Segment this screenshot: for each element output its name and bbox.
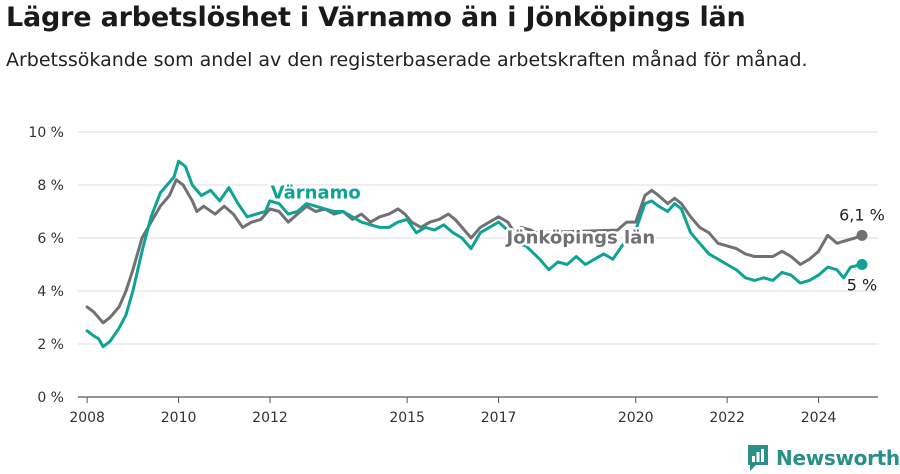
x-tick-label: 2022 [709,410,745,426]
newsworthy-icon [748,445,768,471]
series-line-varnamo [85,159,864,349]
y-tick-label: 4 % [37,284,64,300]
y-tick-label: 10 % [28,125,64,141]
x-tick-label: 2008 [69,410,105,426]
x-tick-label: 2010 [161,410,197,426]
x-axis: 2008 2010 2012 2015 2017 2020 2022 2024 [69,397,836,426]
end-value-label: 6,1 % [839,205,885,224]
chart-title: Lägre arbetslöshet i Värnamo än i Jönköp… [6,2,746,33]
chart-subtitle: Arbetssökande som andel av den registerb… [6,49,808,71]
x-tick-label: 2024 [801,410,837,426]
end-point-marker [856,229,868,241]
x-tick-label: 2020 [618,410,654,426]
brand-name: Newsworthy [776,446,900,470]
end-point-marker [856,259,868,270]
x-tick-label: 2012 [252,410,288,426]
y-tick-label: 2 % [37,337,64,353]
series-label-halo: Värnamo [271,182,361,203]
y-tick-label: 6 % [37,231,64,247]
series-label-halo: Jönköpings län [505,227,656,248]
brand-logo[interactable]: Newsworthy [746,444,900,472]
x-tick-label: 2017 [481,410,517,426]
y-axis: 0 % 2 % 4 % 6 % 8 % 10 % [28,125,64,406]
series-label: Jönköpings län [505,227,656,248]
y-tick-label: 8 % [37,178,64,194]
x-tick-label: 2015 [389,410,425,426]
end-value-label: 5 % [847,276,877,295]
series-label: Värnamo [271,182,361,203]
series-lines [85,159,868,349]
y-tick-label: 0 % [37,390,64,406]
grid-lines [78,131,878,398]
series-line-jonkopings-lan [85,178,864,325]
